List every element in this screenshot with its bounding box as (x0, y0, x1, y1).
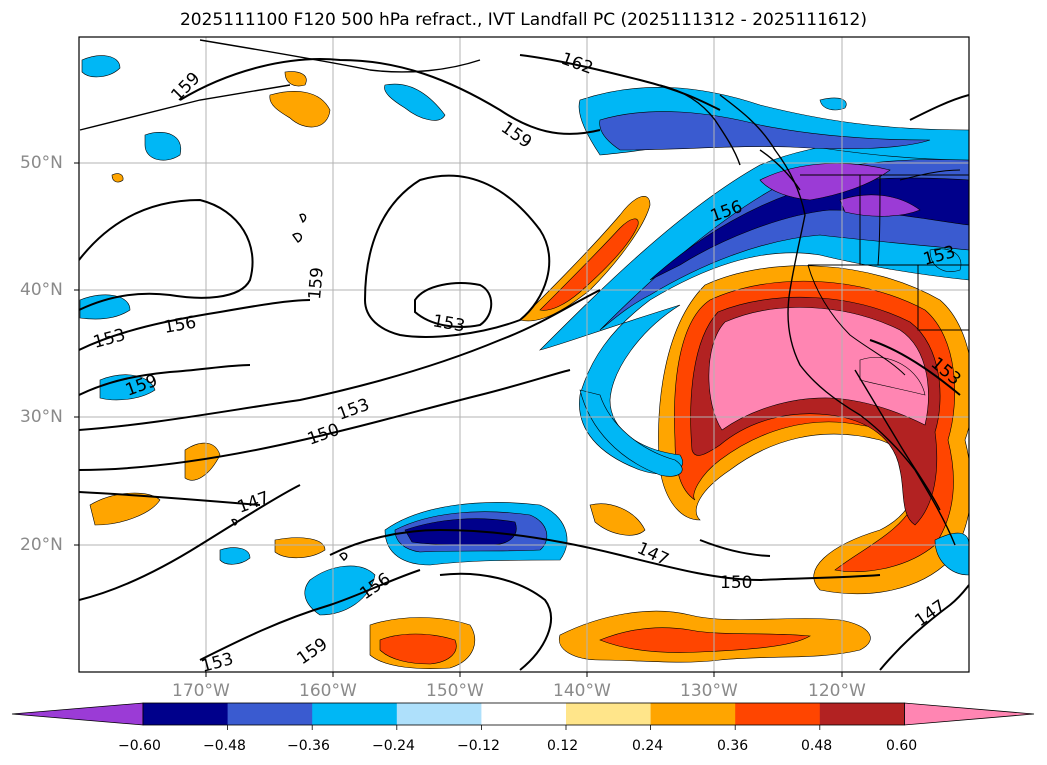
colorbar-segment (312, 703, 398, 725)
colorbar-outline (142, 702, 905, 726)
positive-blob-sw-2 (111, 173, 124, 183)
positive-anomaly-pink (708, 307, 929, 431)
lat-label-50n: 50°N (20, 153, 63, 173)
lon-label-150w: 150°W (426, 681, 484, 701)
negative-blob-nw-1 (81, 55, 121, 78)
coastlines (79, 39, 969, 561)
axis-ticks (74, 162, 843, 677)
lon-label-160w: 160°W (299, 681, 357, 701)
positive-blob-n-2 (284, 71, 307, 87)
lon-label-120w: 120°W (808, 681, 866, 701)
colorbar-segment (566, 703, 652, 725)
colorbar-tick-label: −0.24 (372, 738, 415, 754)
negative-blob-ne-1 (819, 97, 847, 111)
colorbar-tick-label: 0.48 (801, 738, 833, 754)
negative-subtropic-cyan-2 (304, 565, 376, 616)
positive-blob-n-1 (269, 91, 331, 128)
positive-blob-s-1 (274, 537, 326, 559)
negative-blob-nw-2 (384, 83, 446, 121)
colorbar-tick-label: −0.12 (457, 738, 500, 754)
negative-blob-se (934, 532, 969, 576)
colorbar-tick-label: 0.12 (547, 738, 579, 754)
colorbar-tick-label: 0.60 (886, 738, 918, 754)
colorbar-segment (143, 703, 229, 725)
negative-blob-ne-2 (929, 248, 962, 272)
colorbar-segment (227, 703, 313, 725)
contour-label: 159 (305, 266, 328, 300)
positive-blob-w-1 (184, 442, 221, 481)
colorbar-segment (735, 703, 821, 725)
negative-band-purple (759, 163, 891, 201)
colorbar-tick-label: −0.36 (287, 738, 330, 754)
lon-label-140w: 140°W (553, 681, 611, 701)
graticule (79, 37, 969, 672)
colorbar (11, 702, 1035, 730)
contour-label: 150 (720, 573, 752, 593)
lat-label-30n: 30°N (20, 407, 63, 427)
map-title: 2025111100 F120 500 hPa refract., IVT La… (179, 10, 867, 30)
colorbar-tick-label: 0.24 (632, 738, 664, 754)
contour-label: 153 (199, 649, 236, 677)
negative-blob-s-1 (219, 547, 251, 565)
negative-tail-cyan (579, 389, 683, 477)
negative-blob-w-1 (79, 294, 131, 320)
height-contours (79, 54, 969, 671)
lat-label-20n: 20°N (20, 535, 63, 555)
colorbar-segment (819, 703, 905, 725)
colorbar-segment (481, 703, 567, 725)
colorbar-tick-label: −0.60 (118, 738, 161, 754)
colorbar-segment (396, 703, 482, 725)
positive-blob-sw-1 (89, 492, 161, 526)
colorbar-extend-min (11, 702, 144, 726)
colorbar-segment (650, 703, 736, 725)
negative-subtropic-navy (404, 518, 517, 546)
negative-blob-nw-3 (144, 132, 182, 161)
colorbar-tick-label: −0.48 (203, 738, 246, 754)
colorbar-tick-label: 0.36 (717, 738, 749, 754)
positive-blob-s-3-core (599, 627, 811, 653)
lon-label-130w: 130°W (680, 681, 738, 701)
lon-label-170w: 170°W (172, 681, 230, 701)
positive-blob-s-2 (589, 503, 646, 536)
colorbar-extend-max (904, 702, 1035, 726)
negative-north-blue (599, 111, 931, 151)
map-frame (78, 36, 970, 673)
lat-label-40n: 40°N (20, 280, 63, 300)
positive-blob-s-4-core (379, 633, 457, 665)
positive-anomaly-pink-2 (859, 357, 926, 396)
